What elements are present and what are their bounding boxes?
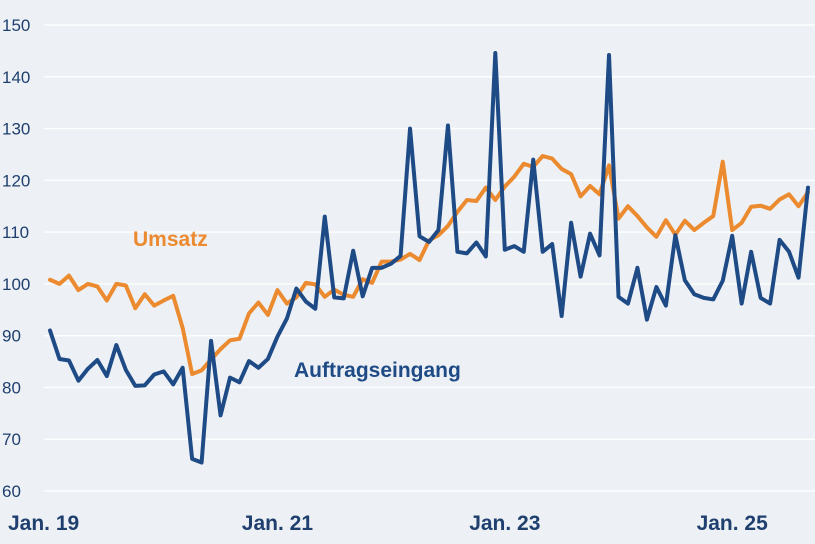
- y-tick-label-80: 80: [2, 378, 21, 397]
- x-tick-label-2: Jan. 23: [469, 512, 540, 535]
- y-tick-label-70: 70: [2, 430, 21, 449]
- gridlines: [44, 24, 815, 492]
- y-tick-label-60: 60: [2, 482, 21, 501]
- series-label-auftragseingang: Auftragseingang: [294, 359, 461, 382]
- y-axis-ticks: 60 70 80 90 100 110 120 130 140 150: [2, 16, 30, 501]
- x-tick-label-0: Jan. 19: [8, 512, 79, 535]
- series-lines: [48, 50, 810, 465]
- y-tick-label-140: 140: [2, 68, 30, 87]
- y-tick-label-120: 120: [2, 171, 30, 190]
- series-line-auftragseingang: [48, 50, 810, 465]
- x-tick-label-3: Jan. 25: [697, 512, 769, 535]
- series-line-umsatz: [48, 154, 810, 376]
- x-tick-label-1: Jan. 21: [242, 512, 314, 535]
- y-tick-label-90: 90: [2, 327, 21, 346]
- y-tick-label-100: 100: [2, 275, 30, 294]
- y-tick-label-150: 150: [2, 16, 30, 35]
- y-tick-label-130: 130: [2, 120, 30, 139]
- x-axis-ticks: Jan. 19 Jan. 21 Jan. 23 Jan. 25: [8, 512, 768, 535]
- series-label-umsatz: Umsatz: [133, 228, 208, 251]
- y-tick-label-110: 110: [2, 223, 29, 242]
